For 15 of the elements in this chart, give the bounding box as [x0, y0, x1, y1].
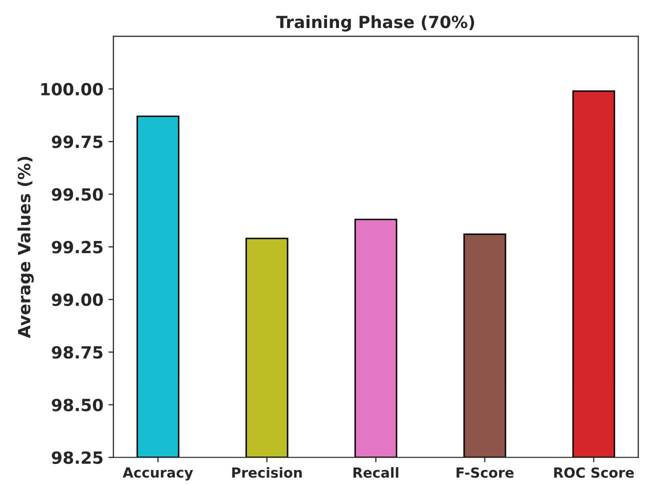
y-tick-label: 99.25: [52, 240, 103, 254]
x-tick-label: Accuracy: [122, 467, 194, 481]
x-tick-label: F-Score: [456, 467, 514, 478]
x-tick-label: ROC Score: [554, 467, 634, 478]
x-tick-label: Recall: [353, 467, 398, 478]
y-tick-label: 99.50: [52, 188, 103, 201]
y-tick-label: 98.25: [52, 451, 103, 464]
y-tick-label: 99.75: [52, 136, 103, 148]
y-tick-label: 98.75: [52, 346, 103, 359]
y-axis-title: Average Values (%): [18, 156, 34, 338]
y-tick-label: 98.50: [52, 398, 103, 412]
y-tick-label: 99.00: [52, 293, 103, 306]
chart-title: Training Phase (70%): [276, 15, 474, 32]
x-tick-label: Precision: [232, 467, 302, 478]
y-tick-label: 100.00: [41, 82, 103, 96]
